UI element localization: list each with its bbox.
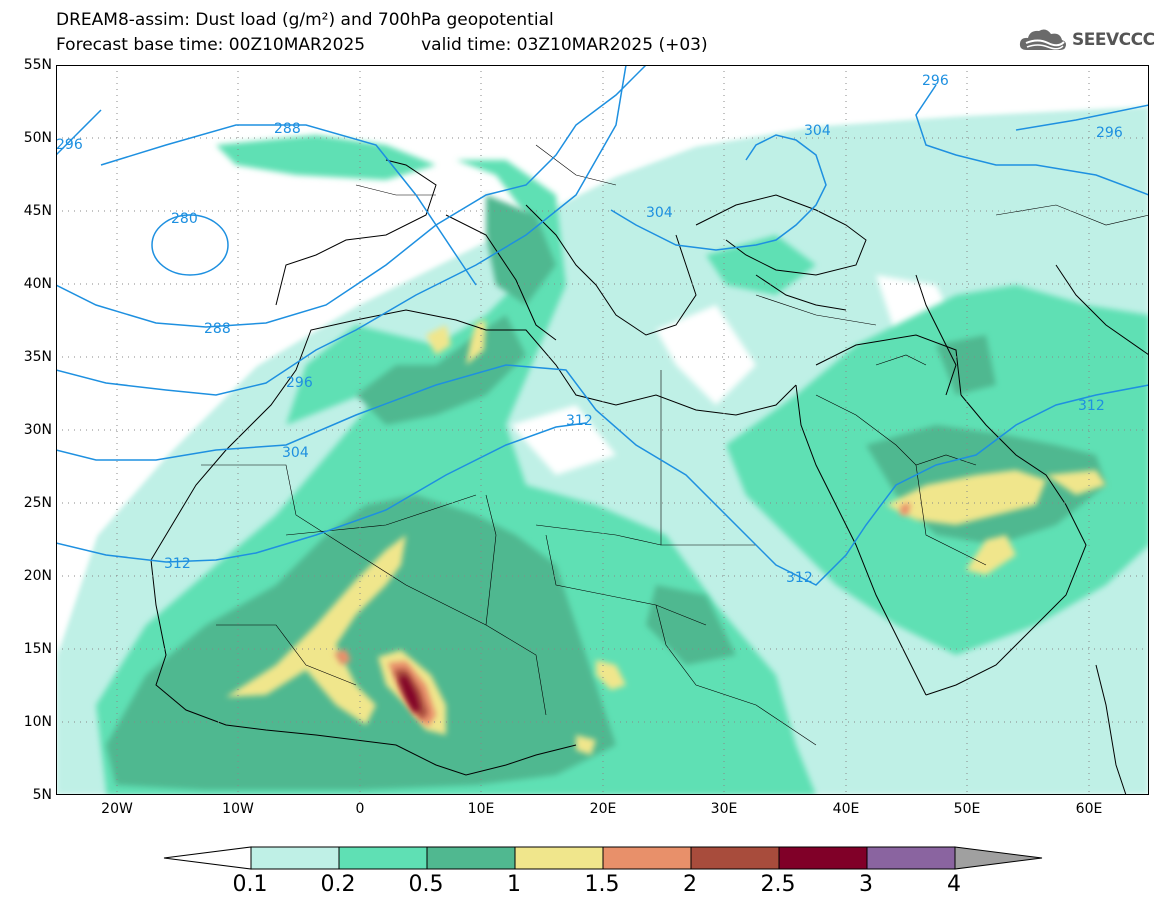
lon-label: 50E — [953, 801, 981, 817]
colorbar-segment — [426, 846, 516, 870]
contour-label: 312 — [786, 570, 813, 586]
lon-label: 10W — [222, 801, 254, 817]
colorbar-segment — [954, 846, 1043, 870]
lon-label: 0 — [355, 801, 365, 817]
colorbar-label: 0.1 — [232, 872, 268, 897]
colorbar-label: 0.5 — [408, 872, 444, 897]
contour-label: 296 — [56, 137, 83, 153]
colorbar-label: 0.2 — [320, 872, 356, 897]
lat-label: 55N — [23, 57, 52, 73]
contour-label: 296 — [922, 73, 949, 89]
coastlines — [150, 159, 1149, 795]
contour-label: 296 — [286, 375, 313, 391]
map-title: DREAM8-assim: Dust load (g/m²) and 700hP… — [56, 10, 554, 30]
lat-label: 35N — [23, 349, 52, 365]
contour-labels: 296 288 280 288 296 304 312 304 304 296 … — [56, 73, 1123, 586]
contour-label: 288 — [204, 321, 231, 337]
contour-label: 288 — [274, 121, 301, 137]
lon-label: 10E — [467, 801, 495, 817]
colorbar — [163, 845, 1043, 871]
colorbar-segment — [514, 846, 604, 870]
logo-text: SEEVCCC — [1072, 30, 1155, 50]
lat-label: 40N — [23, 276, 52, 292]
colorbar-label: 2 — [683, 872, 697, 897]
seevccc-logo: SEEVCCC — [1018, 26, 1155, 54]
lat-label: 25N — [23, 495, 52, 511]
contour-label: 304 — [282, 445, 309, 461]
contour-label: 312 — [566, 413, 593, 429]
base-time: Forecast base time: 00Z10MAR2025 — [56, 35, 366, 55]
lon-label: 20E — [589, 801, 617, 817]
cloud-logo-icon — [1019, 29, 1066, 50]
colorbar-segment — [778, 846, 868, 870]
time-info: Forecast base time: 00Z10MAR2025 valid ti… — [56, 35, 708, 55]
lat-label: 10N — [23, 714, 52, 730]
colorbar-label: 1.5 — [584, 872, 620, 897]
contour-label: 304 — [804, 123, 831, 139]
colorbar-label: 4 — [947, 872, 961, 897]
lon-label: 60E — [1075, 801, 1103, 817]
dust-load-map: 296 288 280 288 296 304 312 304 304 296 … — [56, 65, 1149, 795]
colorbar-label: 1 — [507, 872, 521, 897]
lat-label: 30N — [23, 422, 52, 438]
lon-label: 40E — [832, 801, 860, 817]
colorbar-label: 3 — [859, 872, 873, 897]
dust-level-2-5 — [399, 676, 420, 712]
lat-label: 15N — [23, 641, 52, 657]
grid-lines — [56, 65, 1149, 795]
colorbar-label: 2.5 — [760, 872, 796, 897]
colorbar-segment — [866, 846, 956, 870]
contour-label: 296 — [1096, 125, 1123, 141]
colorbar-segment — [338, 846, 428, 870]
colorbar-segment — [163, 846, 252, 870]
lat-label: 50N — [23, 130, 52, 146]
lon-label: 30E — [710, 801, 738, 817]
lon-label: 20W — [101, 801, 133, 817]
country-borders — [201, 144, 1149, 746]
colorbar-segment — [250, 846, 340, 870]
contour-label: 280 — [171, 211, 198, 227]
contour-label: 304 — [646, 205, 673, 221]
contour-label: 312 — [1078, 398, 1105, 414]
geopotential-contours — [56, 65, 1149, 586]
colorbar-segment — [690, 846, 780, 870]
contour-label: 312 — [164, 556, 191, 572]
lat-label: 45N — [23, 203, 52, 219]
colorbar-segment — [602, 846, 692, 870]
lat-label: 20N — [23, 568, 52, 584]
lat-label: 5N — [32, 787, 52, 803]
valid-time: valid time: 03Z10MAR2025 (+03) — [421, 35, 708, 55]
